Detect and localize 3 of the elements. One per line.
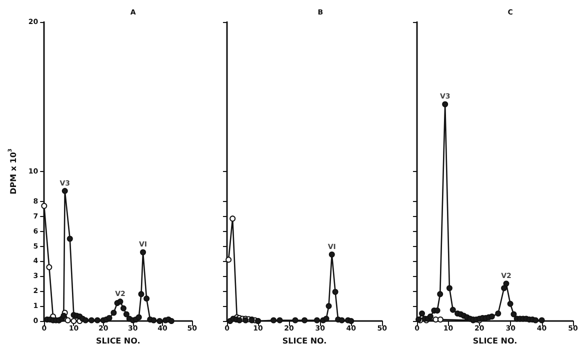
x-axis-title: SLICE NO. xyxy=(472,336,518,346)
x-axis-title: SLICE NO. xyxy=(96,336,140,346)
x-axis-title: SLICE NO. xyxy=(282,336,327,346)
